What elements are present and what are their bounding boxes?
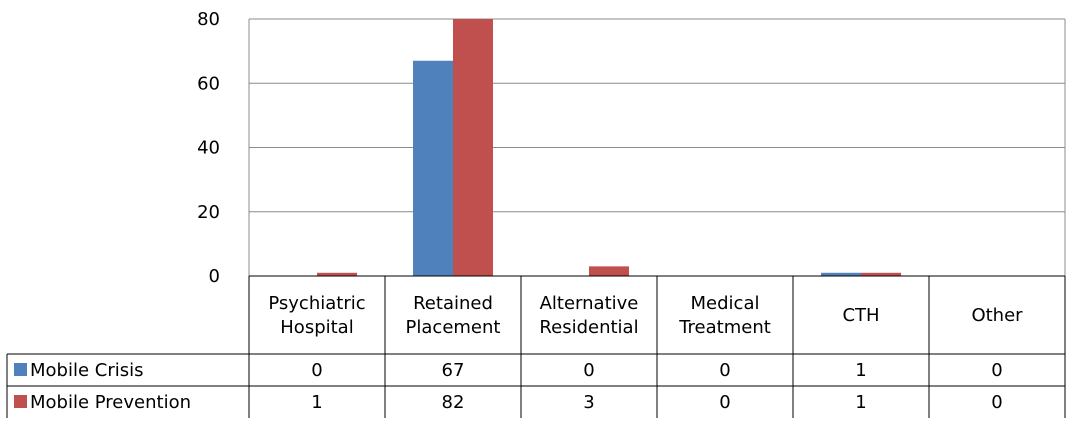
data-value: 0 <box>719 392 730 413</box>
bar-mobile-crisis <box>413 60 453 276</box>
category-label: Hospital <box>280 317 353 338</box>
bar-mobile-prevention <box>317 272 357 276</box>
category-label: CTH <box>842 305 879 326</box>
bars <box>317 19 901 276</box>
category-label: Other <box>971 305 1023 326</box>
data-table: Psychiatric Hospital Retained Placement Alte… <box>6 275 1066 418</box>
y-tick-label: 0 <box>209 266 220 287</box>
category-label: Psychiatric <box>268 293 365 314</box>
category-label: Treatment <box>678 317 771 338</box>
category-label: Placement <box>406 317 501 338</box>
y-tick-label: 20 <box>197 202 220 223</box>
data-value: 0 <box>583 360 594 381</box>
bar-mobile-crisis <box>821 272 861 276</box>
data-value: 0 <box>311 360 322 381</box>
bar-mobile-prevention <box>589 266 629 276</box>
bar-mobile-prevention <box>861 272 901 276</box>
legend-swatch <box>14 363 27 376</box>
legend-swatch <box>14 395 27 408</box>
category-label: Alternative <box>540 293 639 314</box>
y-axis-ticks: 0 20 40 60 80 <box>197 9 220 287</box>
data-value: 67 <box>442 360 465 381</box>
series-name: Mobile Crisis <box>30 360 144 381</box>
data-value: 82 <box>442 392 465 413</box>
data-value: 1 <box>855 360 866 381</box>
category-label: Retained <box>413 293 493 314</box>
data-value: 0 <box>991 392 1002 413</box>
data-value: 0 <box>719 360 730 381</box>
y-tick-label: 40 <box>197 138 220 159</box>
data-value: 1 <box>855 392 866 413</box>
series-name: Mobile Prevention <box>30 392 191 413</box>
category-label: Medical <box>691 293 760 314</box>
data-value: 3 <box>583 392 594 413</box>
y-tick-label: 80 <box>197 9 220 30</box>
category-label: Residential <box>539 317 638 338</box>
bar-mobile-prevention <box>453 19 493 276</box>
gridlines <box>248 18 1066 276</box>
data-value: 0 <box>991 360 1002 381</box>
y-tick-label: 60 <box>197 73 220 94</box>
data-value: 1 <box>311 392 322 413</box>
